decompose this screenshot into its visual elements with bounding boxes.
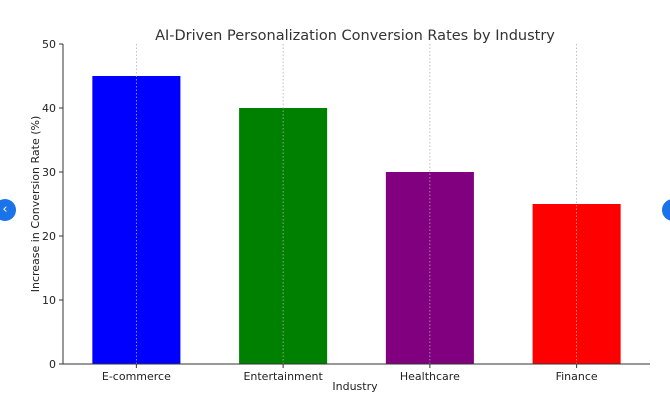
y-axis-label: Increase in Conversion Rate (%) [29,116,42,293]
x-tick-label: Finance [556,370,598,383]
chart-title: AI-Driven Personalization Conversion Rat… [155,28,555,44]
previous-button[interactable]: ‹ [0,199,16,221]
x-tick-label: E-commerce [102,370,171,383]
bar-finance [532,204,621,364]
y-tick-label: 40 [42,102,56,115]
y-tick-label: 20 [42,230,56,243]
y-axis-ticks: 0 10 20 30 40 50 [42,38,63,371]
x-tick-label: Entertainment [243,370,323,383]
y-tick-label: 10 [42,294,56,307]
chevron-left-icon: ‹ [2,202,8,217]
next-button[interactable]: › [662,199,670,221]
x-tick-label: Healthcare [400,370,460,383]
y-tick-label: 0 [49,358,56,371]
x-axis-label: Industry [332,380,378,393]
axes [62,44,650,365]
bars [92,76,621,364]
x-axis-ticks: E-commerce Entertainment Healthcare Finance [102,364,598,383]
y-tick-label: 30 [42,166,56,179]
y-tick-label: 50 [42,38,56,51]
